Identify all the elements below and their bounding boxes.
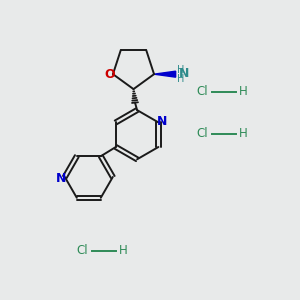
Text: Cl: Cl <box>76 244 88 257</box>
Text: N: N <box>157 115 167 128</box>
Text: O: O <box>104 68 115 81</box>
Text: H: H <box>177 65 185 75</box>
Text: N: N <box>56 172 66 185</box>
Polygon shape <box>154 71 176 77</box>
Text: H: H <box>177 74 185 84</box>
Text: N: N <box>178 68 189 80</box>
Text: H: H <box>238 85 247 98</box>
Text: Cl: Cl <box>196 85 208 98</box>
Text: H: H <box>238 127 247 140</box>
Text: Cl: Cl <box>196 127 208 140</box>
Text: H: H <box>118 244 127 257</box>
